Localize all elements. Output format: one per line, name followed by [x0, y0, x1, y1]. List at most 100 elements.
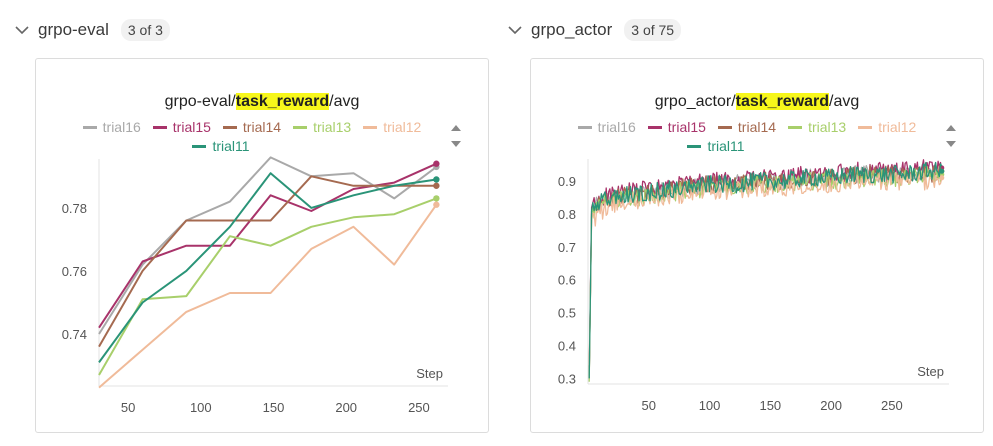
chart-title-suffix: /avg: [329, 93, 360, 110]
x-tick-label: 250: [881, 398, 903, 413]
legend-label: trial15: [172, 119, 211, 135]
legend-item-trial13[interactable]: trial13: [788, 118, 846, 137]
x-tick-label: 200: [335, 400, 357, 415]
legend-row: trial16 trial15 trial14 trial13 trial12: [56, 118, 448, 137]
chart-title-highlight: task_reward: [235, 93, 330, 110]
section-title: grpo-eval: [38, 20, 109, 39]
series-end-point-trial13: [433, 195, 440, 202]
x-tick-label: 50: [642, 398, 656, 413]
legend-swatch: [687, 145, 702, 148]
x-tick-label: 100: [699, 398, 721, 413]
y-tick-label: 0.74: [62, 327, 87, 342]
x-tick-label: 250: [408, 400, 430, 415]
legend-swatch: [152, 126, 167, 129]
chevron-down-icon[interactable]: [505, 20, 525, 40]
chart-plot-area: 0.74 0.76 0.78 50 100 150 200 250 Step: [62, 156, 448, 415]
legend-label: trial13: [808, 119, 847, 135]
series-line-trial11: [98, 172, 437, 363]
y-tick-label: 0.7: [558, 240, 576, 255]
series-line-trial12: [98, 204, 438, 389]
legend-scroll-icon[interactable]: [450, 122, 462, 150]
chart-legend: trial16 trial15 trial14 trial13 trial12 trial…: [551, 118, 943, 156]
y-tick-label: 0.4: [558, 339, 576, 354]
legend-row: trial11: [56, 137, 448, 156]
y-tick-label: 0.9: [558, 174, 576, 189]
section-grpo-actor: grpo_actor 3 of 75: [505, 0, 985, 446]
legend-label: trial13: [313, 119, 352, 135]
legend-label: trial16: [102, 119, 141, 135]
chart-title-prefix: grpo_actor/: [654, 93, 736, 110]
legend-item-trial12[interactable]: trial12: [858, 118, 916, 137]
y-tick-label: 0.3: [558, 371, 576, 386]
y-tick-label: 0.8: [558, 207, 576, 222]
series-line-trial11: [588, 161, 943, 379]
legend-item-trial13[interactable]: trial13: [293, 118, 351, 137]
series-line-trial16: [98, 156, 437, 335]
series-end-point-trial12: [939, 175, 945, 181]
legend-swatch: [858, 126, 873, 129]
y-tick-label: 0.78: [62, 201, 87, 216]
chart-panel-grpo-actor[interactable]: grpo_actor/task_reward/avg trial16 trial1…: [530, 58, 984, 433]
section-grpo-eval: grpo-eval 3 of 3: [12, 0, 492, 446]
chart-panel-grpo-eval[interactable]: grpo-eval/task_reward/avg trial16 trial15…: [35, 58, 489, 433]
section-count-badge: 3 of 3: [120, 19, 170, 41]
legend-label: trial15: [667, 119, 706, 135]
series-end-point-trial12: [433, 201, 440, 208]
legend-swatch: [222, 126, 237, 129]
legend-label: trial11: [707, 138, 745, 154]
chart-title: grpo-eval/task_reward/avg: [36, 93, 488, 111]
x-tick-label: 50: [121, 400, 135, 415]
y-tick-label: 0.76: [62, 264, 87, 279]
x-axis-label: Step: [416, 366, 443, 381]
legend-item-trial14[interactable]: trial14: [222, 118, 282, 137]
y-tick-label: 0.6: [558, 273, 576, 288]
legend-swatch: [192, 145, 207, 148]
legend-swatch: [717, 126, 732, 129]
legend-swatch: [82, 126, 97, 129]
legend-swatch: [788, 126, 803, 129]
legend-label: trial14: [737, 119, 777, 135]
legend-item-trial16[interactable]: trial16: [577, 118, 636, 137]
chart-title-highlight: task_reward: [735, 93, 830, 110]
series-line-trial14: [98, 175, 437, 348]
chart-legend: trial16 trial15 trial14 trial13 trial12 trial…: [56, 118, 448, 156]
section-header[interactable]: grpo-eval 3 of 3: [12, 18, 170, 42]
x-tick-label: 150: [263, 400, 285, 415]
series-line-trial15: [98, 162, 437, 329]
legend-item-trial14[interactable]: trial14: [717, 118, 777, 137]
legend-label: trial12: [383, 119, 422, 135]
legend-label: trial11: [212, 138, 250, 154]
section-count-badge: 3 of 75: [624, 19, 682, 41]
x-tick-label: 100: [190, 400, 212, 415]
legend-item-trial11[interactable]: trial11: [192, 137, 250, 156]
legend-item-trial16[interactable]: trial16: [82, 118, 141, 137]
legend-item-trial15[interactable]: trial15: [647, 118, 706, 137]
legend-row: trial16 trial15 trial14 trial13 trial12: [551, 118, 943, 137]
x-tick-label: 200: [820, 398, 842, 413]
legend-row: trial11: [551, 137, 943, 156]
chart-title-prefix: grpo-eval/: [164, 93, 236, 110]
legend-scroll-icon[interactable]: [945, 122, 957, 150]
series-end-point-trial14: [433, 182, 440, 189]
legend-item-trial12[interactable]: trial12: [363, 118, 421, 137]
legend-label: trial14: [242, 119, 282, 135]
legend-item-trial15[interactable]: trial15: [152, 118, 211, 137]
series-line-trial13: [98, 197, 437, 376]
series-end-point-trial15: [433, 160, 440, 167]
chevron-down-icon[interactable]: [12, 20, 32, 40]
x-axis-label: Step: [917, 364, 944, 379]
legend-label: trial16: [597, 119, 636, 135]
legend-swatch: [577, 126, 592, 129]
legend-label: trial12: [878, 119, 917, 135]
legend-item-trial11[interactable]: trial11: [687, 137, 745, 156]
series-line-trial12: [588, 171, 943, 366]
series-end-point-trial11: [939, 168, 945, 174]
legend-swatch: [647, 126, 662, 129]
chart-title: grpo_actor/task_reward/avg: [531, 93, 983, 111]
legend-swatch: [363, 126, 378, 129]
chart-title-suffix: /avg: [829, 93, 860, 110]
x-tick-label: 150: [759, 398, 781, 413]
series-end-point-trial11: [433, 176, 440, 183]
section-header[interactable]: grpo_actor 3 of 75: [505, 18, 682, 42]
y-tick-label: 0.5: [558, 306, 576, 321]
